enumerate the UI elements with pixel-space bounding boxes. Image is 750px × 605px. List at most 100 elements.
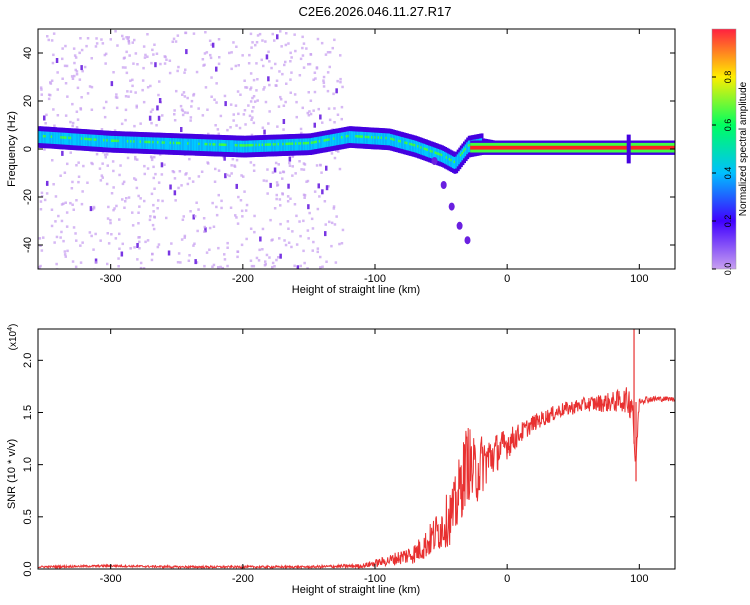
noise-mark — [171, 40, 174, 43]
noise-mark — [328, 220, 331, 224]
noise-mark — [201, 58, 205, 61]
noise-mark — [146, 33, 149, 36]
noise-mark — [99, 179, 103, 182]
noise-mark — [53, 124, 56, 127]
x-tick-label: 100 — [630, 273, 648, 285]
ridge-mid-mark — [309, 138, 313, 151]
noise-mark — [116, 44, 119, 47]
noise-mark — [330, 244, 333, 248]
noise-mark — [309, 112, 313, 116]
noise-mark — [255, 89, 258, 92]
ridge-core-mark — [258, 143, 262, 147]
noise-mark — [100, 174, 104, 177]
noise-mark — [39, 264, 42, 268]
noise-mark — [64, 82, 68, 85]
noise-mark — [273, 39, 276, 42]
noise-mark — [73, 54, 77, 57]
noise-mark — [157, 93, 160, 97]
noise-mark — [307, 91, 310, 94]
noise-mark — [39, 244, 42, 247]
noise-mark — [106, 164, 109, 167]
noise-mark — [251, 96, 254, 100]
ridge-mid-mark — [196, 139, 200, 151]
ridge-core-mark — [179, 141, 183, 145]
noise-mark — [94, 258, 98, 264]
noise-mark — [122, 180, 126, 184]
noise-mark — [306, 179, 310, 183]
noise-mark — [318, 195, 321, 198]
noise-mark — [180, 184, 183, 187]
noise-mark — [289, 51, 292, 55]
ridge-mid-mark — [253, 140, 257, 153]
ridge-core-mark — [69, 136, 73, 140]
noise-mark — [152, 203, 155, 207]
noise-mark — [267, 122, 270, 125]
noise-mark — [163, 163, 166, 166]
noise-mark — [243, 79, 246, 82]
noise-mark — [240, 243, 244, 247]
noise-mark — [101, 176, 104, 179]
ridge-core-mark — [161, 141, 165, 144]
ridge-core-mark — [463, 149, 466, 153]
ridge-mid-mark — [383, 133, 387, 146]
noise-mark — [40, 249, 44, 252]
ridge-mid-mark — [237, 140, 241, 153]
noise-mark — [54, 195, 58, 198]
branch-mark — [440, 181, 447, 189]
noise-mark — [60, 203, 64, 206]
noise-mark — [126, 90, 129, 93]
noise-mark — [340, 242, 344, 245]
noise-mark — [73, 74, 76, 78]
noise-mark — [86, 181, 89, 184]
noise-mark — [328, 65, 331, 69]
noise-mark — [183, 234, 187, 238]
noise-mark — [109, 38, 112, 41]
noise-mark — [176, 261, 180, 264]
noise-mark — [75, 164, 78, 167]
ridge-core-mark — [204, 142, 208, 146]
ridge-mid-mark — [379, 132, 382, 145]
noise-mark — [201, 114, 205, 117]
noise-mark — [290, 245, 293, 249]
noise-mark — [210, 76, 213, 79]
noise-mark — [281, 177, 284, 180]
noise-mark — [205, 51, 209, 54]
noise-mark — [153, 43, 156, 46]
ridge-core-mark — [445, 156, 449, 159]
ridge-core-mark — [241, 144, 244, 147]
noise-mark — [280, 45, 283, 48]
noise-mark — [139, 266, 143, 269]
noise-mark — [127, 39, 130, 43]
noise-mark — [66, 95, 69, 98]
noise-mark — [306, 229, 310, 232]
noise-mark — [155, 124, 158, 127]
ridge-core-mark — [325, 138, 328, 142]
noise-mark — [176, 69, 179, 73]
noise-mark — [245, 86, 249, 89]
ridge-core-mark — [356, 135, 360, 138]
ridge-mid-mark — [344, 131, 348, 144]
ridge-core-mark — [434, 151, 438, 154]
noise-mark — [258, 248, 261, 252]
noise-mark — [66, 249, 69, 253]
ridge-core-mark — [252, 143, 256, 147]
ridge-mid-mark — [128, 136, 132, 149]
noise-mark — [52, 183, 55, 186]
spike-mark — [626, 134, 631, 164]
noise-mark — [153, 187, 156, 190]
noise-mark — [226, 264, 229, 268]
noise-mark — [112, 169, 115, 173]
noise-mark — [90, 108, 94, 111]
noise-mark — [217, 193, 220, 197]
noise-mark — [271, 261, 275, 265]
noise-mark — [135, 106, 138, 109]
ridge-core-mark — [367, 135, 371, 139]
noise-mark — [281, 72, 284, 76]
noise-mark — [275, 258, 278, 262]
noise-mark — [223, 94, 227, 98]
noise-mark — [232, 113, 235, 116]
noise-mark — [325, 165, 328, 171]
noise-mark — [290, 71, 293, 74]
noise-mark — [298, 160, 301, 163]
ridge-core-mark — [313, 140, 317, 144]
